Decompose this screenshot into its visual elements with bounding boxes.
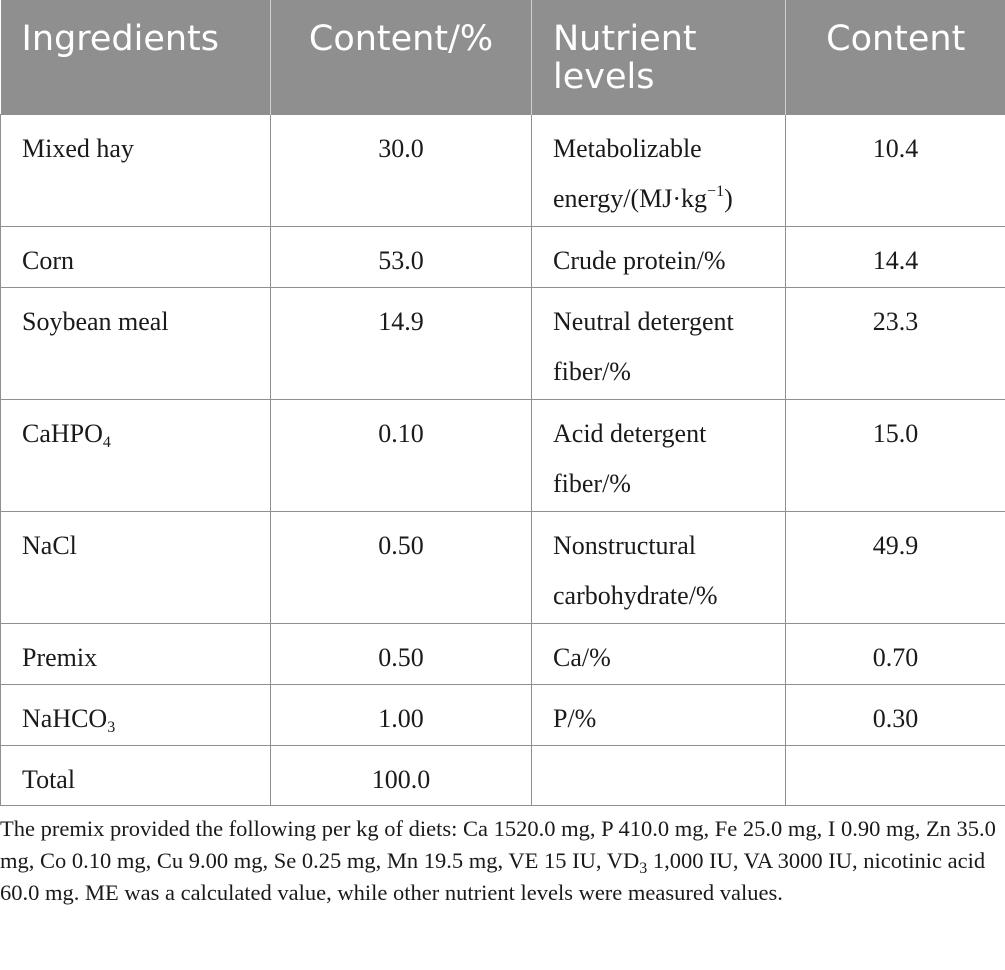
- nutrient-content-cell: 49.9: [785, 510, 1005, 624]
- ingredient-cell: Premix: [0, 622, 271, 685]
- table-row: Premix 0.50 Ca/% 0.70: [0, 622, 1005, 685]
- nutrient-content-cell: [785, 744, 1005, 806]
- ingredient-name: Premix: [22, 642, 98, 672]
- ingredient-content-cell: 30.0: [270, 113, 532, 227]
- ingredient-content-cell: 1.00: [270, 683, 532, 746]
- ingredient-content-cell: 0.50: [270, 622, 532, 685]
- footnote-text-part1: The premix provided the following per kg…: [0, 816, 996, 873]
- ingredient-name: NaCl: [22, 530, 77, 560]
- nutrient-superscript: −1: [707, 182, 725, 200]
- table-row: Corn 53.0 Crude protein/% 14.4: [0, 225, 1005, 288]
- nutrient-content-cell: 15.0: [785, 398, 1005, 512]
- ingredient-cell: NaCl: [0, 510, 271, 624]
- ingredient-content-cell: 14.9: [270, 286, 532, 400]
- ingredient-content-cell: 100.0: [270, 744, 532, 806]
- ingredient-content-cell: 0.50: [270, 510, 532, 624]
- header-nutrient-levels: Nutrient levels: [531, 0, 786, 114]
- header-content: Content: [785, 0, 1005, 114]
- nutrient-content-cell: 23.3: [785, 286, 1005, 400]
- footnote-subscript: 3: [639, 860, 648, 877]
- ingredient-content-cell: 53.0: [270, 225, 532, 288]
- nutrient-cell: Nonstructural carbohydrate/%: [531, 510, 786, 624]
- ingredient-cell: Mixed hay: [0, 113, 271, 227]
- ingredient-name: CaHPO: [22, 418, 103, 448]
- ingredient-subscript: 4: [102, 433, 111, 451]
- diet-composition-table: Ingredients Content/% Nutrient levels Co…: [0, 0, 1005, 806]
- ingredient-cell: Corn: [0, 225, 271, 288]
- nutrient-name-tail: ): [724, 183, 733, 213]
- nutrient-content-cell: 0.70: [785, 622, 1005, 685]
- ingredient-subscript: 3: [107, 718, 116, 736]
- nutrient-cell: Acid detergent fiber/%: [531, 398, 786, 512]
- footnote-text-part2: 1,000 IU, VA 3000 IU, nicotinic acid 60.…: [0, 848, 986, 905]
- nutrient-cell: Crude protein/%: [531, 225, 786, 288]
- table-row-total: Total 100.0: [0, 744, 1005, 806]
- nutrient-name: Crude protein/%: [553, 245, 726, 275]
- ingredient-content-cell: 0.10: [270, 398, 532, 512]
- ingredient-name: Total: [22, 764, 76, 794]
- nutrient-content-cell: 14.4: [785, 225, 1005, 288]
- ingredient-cell: Soybean meal: [0, 286, 271, 400]
- nutrient-cell: Metabolizable energy/(MJ·kg−1): [531, 113, 786, 227]
- nutrient-content-cell: 10.4: [785, 113, 1005, 227]
- ingredient-name: Corn: [22, 245, 74, 275]
- nutrient-name: Metabolizable energy/(MJ·kg: [553, 133, 708, 213]
- ingredient-name: Soybean meal: [22, 306, 169, 336]
- nutrient-content-cell: 0.30: [785, 683, 1005, 746]
- ingredient-cell: Total: [0, 744, 271, 806]
- table-row: CaHPO4 0.10 Acid detergent fiber/% 15.0: [0, 398, 1005, 512]
- nutrient-name: Acid detergent fiber/%: [553, 418, 707, 498]
- table-row: NaHCO3 1.00 P/% 0.30: [0, 683, 1005, 746]
- nutrient-cell: Ca/%: [531, 622, 786, 685]
- header-ingredients: Ingredients: [0, 0, 271, 114]
- table-body: Mixed hay 30.0 Metabolizable energy/(MJ·…: [0, 113, 1005, 806]
- table-header: Ingredients Content/% Nutrient levels Co…: [0, 0, 1005, 114]
- table-row: NaCl 0.50 Nonstructural carbohydrate/% 4…: [0, 510, 1005, 624]
- nutrient-cell: Neutral detergent fiber/%: [531, 286, 786, 400]
- table-row: Mixed hay 30.0 Metabolizable energy/(MJ·…: [0, 113, 1005, 227]
- table-footnote: The premix provided the following per kg…: [0, 813, 1005, 909]
- table-row: Soybean meal 14.9 Neutral detergent fibe…: [0, 286, 1005, 400]
- ingredient-cell: NaHCO3: [0, 683, 271, 746]
- ingredient-name: Mixed hay: [22, 133, 134, 163]
- nutrient-name: P/%: [553, 703, 597, 733]
- header-content-percent: Content/%: [270, 0, 532, 114]
- header-row: Ingredients Content/% Nutrient levels Co…: [0, 0, 1005, 114]
- nutrient-cell: P/%: [531, 683, 786, 746]
- nutrient-name: Neutral detergent fiber/%: [553, 306, 734, 386]
- ingredient-cell: CaHPO4: [0, 398, 271, 512]
- ingredient-name: NaHCO: [22, 703, 108, 733]
- nutrient-name: Nonstructural carbohydrate/%: [553, 530, 718, 610]
- nutrient-name: Ca/%: [553, 642, 611, 672]
- nutrient-cell: [531, 744, 786, 806]
